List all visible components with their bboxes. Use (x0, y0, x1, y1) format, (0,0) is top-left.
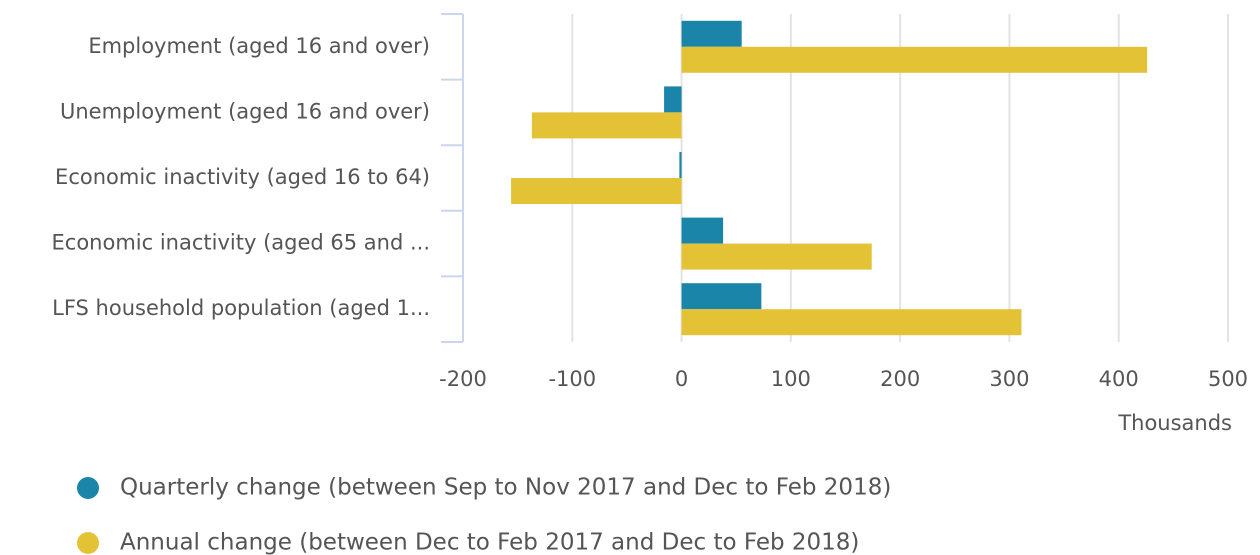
x-tick-label: 200 (880, 367, 920, 391)
bar (511, 178, 682, 204)
legend-marker (77, 477, 99, 499)
x-axis-title: Thousands (1117, 411, 1232, 435)
bar (664, 86, 682, 113)
x-tick-label: 300 (989, 367, 1029, 391)
bar (531, 112, 682, 139)
category-label: Economic inactivity (aged 16 to 64) (55, 165, 430, 189)
bar (679, 152, 682, 178)
bar (681, 217, 724, 244)
x-tick-label: -200 (439, 367, 487, 391)
x-tick-label: 500 (1208, 367, 1248, 391)
category-label: LFS household population (aged 1... (52, 296, 430, 320)
category-label: Economic inactivity (aged 65 and ... (52, 231, 430, 255)
category-label: Employment (aged 16 and over) (88, 34, 430, 58)
bar (681, 309, 1022, 336)
x-tick-label: 100 (771, 367, 811, 391)
legend-label: Annual change (between Dec to Feb 2017 a… (120, 530, 859, 555)
x-tick-label: -100 (548, 367, 596, 391)
legend-label: Quarterly change (between Sep to Nov 201… (120, 475, 891, 501)
bar (681, 20, 742, 47)
category-label: Unemployment (aged 16 and over) (60, 99, 430, 123)
bar (681, 243, 872, 270)
x-tick-label: 0 (675, 367, 688, 391)
x-tick-label: 400 (1099, 367, 1139, 391)
bar (681, 283, 762, 310)
legend-marker (77, 532, 99, 554)
bar (681, 46, 1148, 73)
